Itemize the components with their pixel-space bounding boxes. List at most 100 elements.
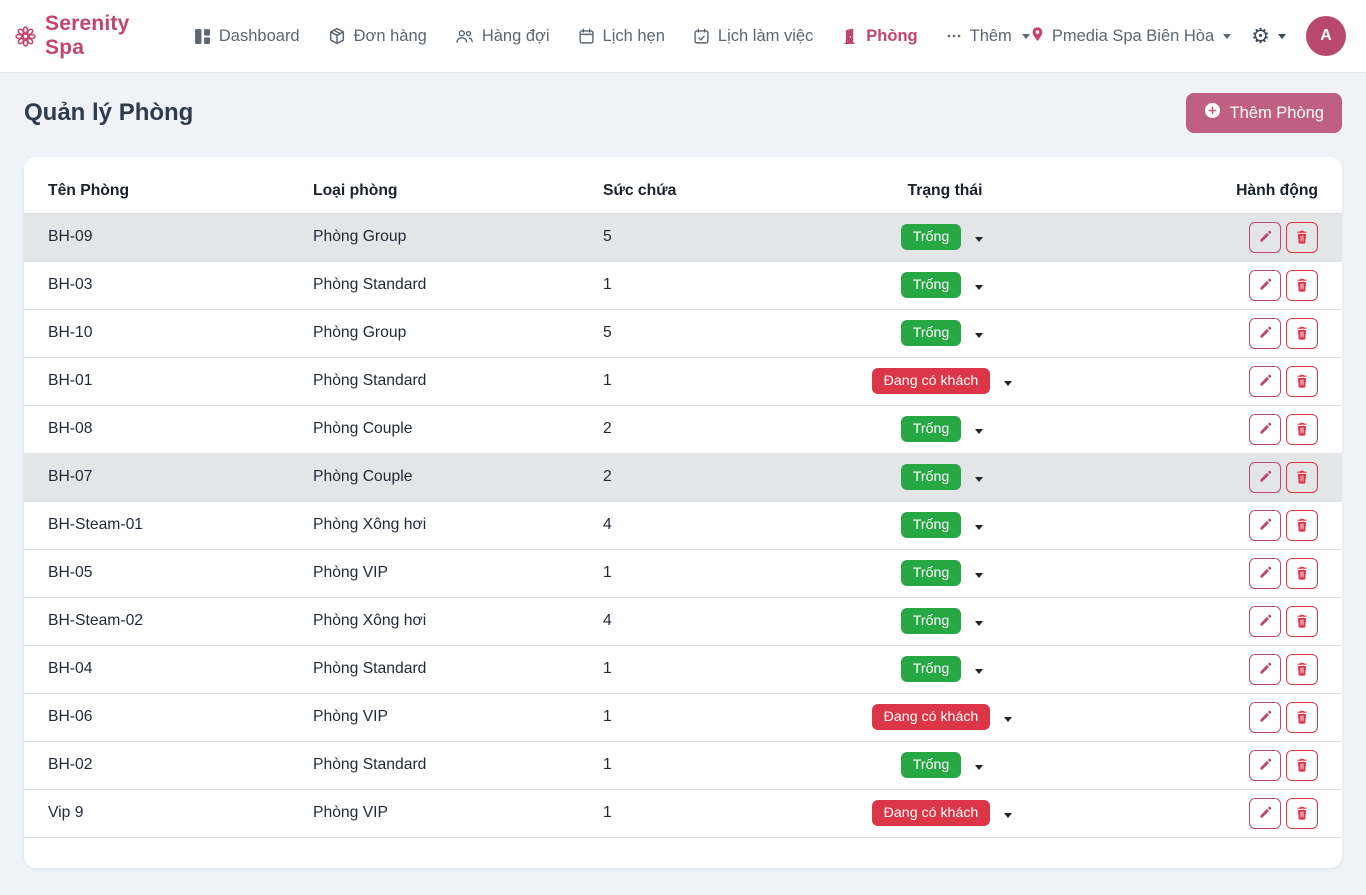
edit-button[interactable] bbox=[1249, 701, 1281, 733]
edit-button[interactable] bbox=[1249, 557, 1281, 589]
edit-button[interactable] bbox=[1249, 749, 1281, 781]
rooms-table-card: Tên Phòng Loại phòng Sức chứa Trạng thái… bbox=[24, 157, 1342, 868]
nav-item-queue[interactable]: Hàng đợi bbox=[455, 27, 550, 46]
page-header: Quản lý Phòng Thêm Phòng bbox=[24, 93, 1342, 133]
status-dropdown-toggle[interactable] bbox=[967, 562, 989, 585]
edit-button[interactable] bbox=[1249, 461, 1281, 493]
row-actions bbox=[1249, 317, 1318, 349]
edit-button[interactable] bbox=[1249, 413, 1281, 445]
edit-button[interactable] bbox=[1249, 605, 1281, 637]
delete-button[interactable] bbox=[1286, 509, 1318, 541]
chevron-down-icon bbox=[975, 428, 984, 434]
nav-item-dashboard[interactable]: Dashboard bbox=[194, 27, 300, 46]
delete-button[interactable] bbox=[1286, 317, 1318, 349]
edit-button[interactable] bbox=[1249, 797, 1281, 829]
pencil-icon bbox=[1260, 374, 1272, 386]
edit-button[interactable] bbox=[1249, 269, 1281, 301]
nav-item-appointments[interactable]: Lịch hẹn bbox=[578, 27, 665, 46]
edit-button[interactable] bbox=[1249, 221, 1281, 253]
status-badge[interactable]: Trống bbox=[900, 319, 962, 347]
status-dropdown-toggle[interactable] bbox=[967, 226, 989, 249]
delete-button[interactable] bbox=[1286, 269, 1318, 301]
delete-button[interactable] bbox=[1286, 365, 1318, 397]
status-badge[interactable]: Trống bbox=[900, 511, 962, 539]
status-badge[interactable]: Trống bbox=[900, 751, 962, 779]
status-dropdown-toggle[interactable] bbox=[967, 754, 989, 777]
room-capacity: 1 bbox=[595, 645, 815, 694]
status-dropdown-toggle[interactable] bbox=[967, 418, 989, 441]
brand-logo[interactable]: Serenity Spa bbox=[14, 12, 166, 60]
nav-item-orders[interactable]: Đơn hàng bbox=[328, 27, 427, 46]
delete-button[interactable] bbox=[1286, 557, 1318, 589]
row-actions bbox=[1249, 461, 1318, 493]
delete-button[interactable] bbox=[1286, 221, 1318, 253]
status-dropdown-toggle[interactable] bbox=[967, 322, 989, 345]
room-name: BH-04 bbox=[24, 645, 305, 694]
table-row: BH-02 Phòng Standard 1 Trống bbox=[24, 741, 1342, 790]
pencil-icon bbox=[1260, 230, 1272, 242]
room-capacity: 1 bbox=[595, 693, 815, 742]
status-badge[interactable]: Trống bbox=[900, 607, 962, 635]
add-room-button[interactable]: Thêm Phòng bbox=[1185, 93, 1342, 133]
chevron-down-icon bbox=[975, 572, 984, 578]
room-type: Phòng Xông hơi bbox=[305, 597, 595, 646]
pencil-icon bbox=[1260, 614, 1272, 626]
status-badge[interactable]: Đang có khách bbox=[871, 703, 991, 731]
pencil-icon bbox=[1260, 710, 1272, 722]
status-badge[interactable]: Trống bbox=[900, 271, 962, 299]
edit-button[interactable] bbox=[1249, 653, 1281, 685]
trash-icon bbox=[1297, 422, 1307, 436]
status-dropdown-toggle[interactable] bbox=[967, 610, 989, 633]
status-badge[interactable]: Trống bbox=[900, 463, 962, 491]
edit-button[interactable] bbox=[1249, 317, 1281, 349]
status-dropdown-toggle[interactable] bbox=[967, 658, 989, 681]
status-badge[interactable]: Trống bbox=[900, 655, 962, 683]
pencil-icon bbox=[1260, 806, 1272, 818]
status-dropdown-toggle[interactable] bbox=[967, 466, 989, 489]
status-badge[interactable]: Đang có khách bbox=[871, 367, 991, 395]
trash-icon bbox=[1297, 566, 1307, 580]
header-room-type: Loại phòng bbox=[305, 157, 595, 214]
status-badge[interactable]: Đang có khách bbox=[871, 799, 991, 827]
nav-item-rooms[interactable]: Phòng bbox=[841, 27, 918, 46]
status-dropdown-toggle[interactable] bbox=[996, 706, 1018, 729]
nav-item-schedule[interactable]: Lịch làm việc bbox=[693, 27, 813, 46]
status-dropdown-toggle[interactable] bbox=[967, 274, 989, 297]
room-type: Phòng Couple bbox=[305, 453, 595, 502]
trash-icon bbox=[1297, 614, 1307, 628]
settings-menu[interactable]: ⚙ bbox=[1251, 26, 1286, 47]
table-row: BH-06 Phòng VIP 1 Đang có khách bbox=[24, 693, 1342, 742]
chevron-down-icon bbox=[975, 524, 984, 530]
delete-button[interactable] bbox=[1286, 797, 1318, 829]
edit-button[interactable] bbox=[1249, 509, 1281, 541]
avatar[interactable]: A bbox=[1306, 16, 1346, 56]
delete-button[interactable] bbox=[1286, 701, 1318, 733]
trash-icon bbox=[1297, 758, 1307, 772]
delete-button[interactable] bbox=[1286, 653, 1318, 685]
edit-button[interactable] bbox=[1249, 365, 1281, 397]
delete-button[interactable] bbox=[1286, 461, 1318, 493]
status-dropdown-toggle[interactable] bbox=[996, 802, 1018, 825]
nav-label: Dashboard bbox=[218, 26, 300, 45]
room-type: Phòng Group bbox=[305, 309, 595, 358]
delete-button[interactable] bbox=[1286, 749, 1318, 781]
location-selector[interactable]: Pmedia Spa Biên Hòa bbox=[1030, 25, 1232, 48]
box-icon bbox=[328, 27, 346, 45]
delete-button[interactable] bbox=[1286, 605, 1318, 637]
delete-button[interactable] bbox=[1286, 413, 1318, 445]
table-row: BH-03 Phòng Standard 1 Trống bbox=[24, 261, 1342, 310]
rooms-table: Tên Phòng Loại phòng Sức chứa Trạng thái… bbox=[24, 157, 1342, 838]
status-dropdown-toggle[interactable] bbox=[967, 514, 989, 537]
table-row: BH-Steam-02 Phòng Xông hơi 4 Trống bbox=[24, 597, 1342, 646]
row-actions bbox=[1249, 269, 1318, 301]
status-badge[interactable]: Trống bbox=[900, 559, 962, 587]
nav-menu: Dashboard Đơn hàng Hàng đợi bbox=[194, 27, 1030, 46]
nav-item-more[interactable]: Thêm bbox=[946, 27, 1030, 46]
status-badge[interactable]: Trống bbox=[900, 415, 962, 443]
room-name: BH-07 bbox=[24, 453, 305, 502]
status-badge[interactable]: Trống bbox=[900, 223, 962, 251]
room-type: Phòng VIP bbox=[305, 549, 595, 598]
table-row: BH-10 Phòng Group 5 Trống bbox=[24, 309, 1342, 358]
status-dropdown-toggle[interactable] bbox=[996, 370, 1018, 393]
nav-label: Lịch hẹn bbox=[602, 26, 665, 45]
